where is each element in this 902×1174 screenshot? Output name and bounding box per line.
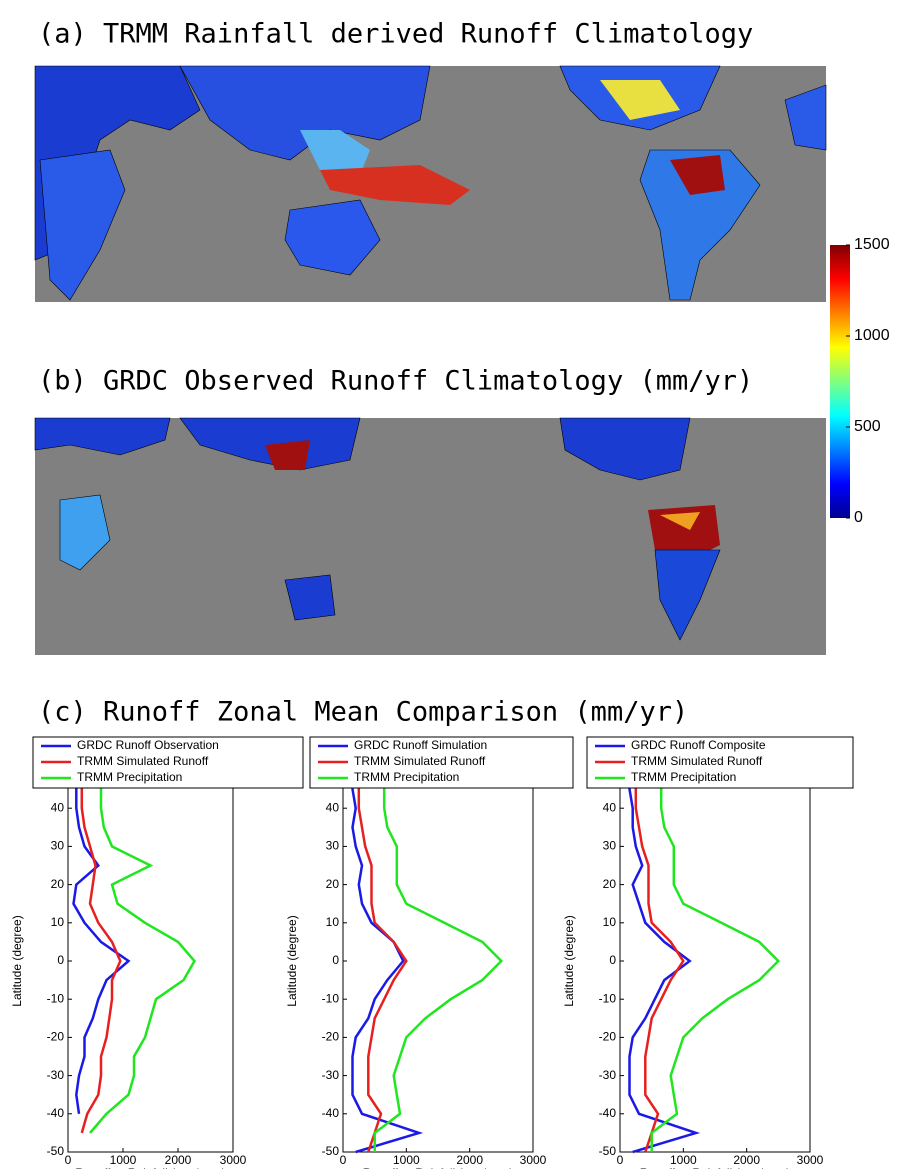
x-tick-label: 1000	[670, 1153, 697, 1167]
y-tick-label: -10	[47, 991, 65, 1005]
y-tick-label: 0	[332, 953, 339, 967]
y-tick-label: -30	[322, 1068, 340, 1082]
legend-label: TRMM Simulated Runoff	[354, 754, 486, 768]
y-tick-label: -40	[322, 1106, 340, 1120]
series-line	[634, 770, 685, 1153]
series-line	[373, 769, 504, 1152]
y-tick-label: -50	[322, 1144, 340, 1158]
y-tick-label: 30	[603, 839, 617, 853]
panel-title: (a) TRMM Rainfall derived Runoff Climato…	[38, 19, 753, 50]
legend-label: TRMM Precipitation	[77, 770, 182, 784]
y-tick-label: 10	[603, 915, 617, 929]
x-tick-label: 0	[617, 1153, 624, 1167]
series-line	[628, 770, 701, 1154]
y-tick-label: 30	[51, 839, 65, 853]
x-tick-label: 0	[340, 1153, 347, 1167]
y-tick-label: -30	[599, 1068, 617, 1082]
y-tick-label: 40	[603, 800, 617, 814]
legend-label: GRDC Runoff Simulation	[354, 738, 487, 752]
x-tick-label: 3000	[220, 1153, 247, 1167]
y-tick-label: 10	[51, 915, 65, 929]
plot-area	[67, 769, 234, 1153]
x-tick-label: 2000	[165, 1153, 192, 1167]
series-line	[72, 770, 131, 1114]
colorbar-ramp	[830, 245, 850, 518]
line-chart: -50-40-30-20-10010203040500100020003000R…	[10, 736, 304, 1174]
y-tick-label: -40	[47, 1106, 65, 1120]
legend: GRDC Runoff Observation TRMM Simulated Ru…	[32, 736, 304, 789]
colorbar-tick-label: 500	[854, 418, 881, 435]
x-tick-label: 2000	[733, 1153, 760, 1167]
legend: GRDC Runoff Simulation TRMM Simulated Run…	[309, 736, 574, 789]
y-tick-label: 20	[326, 877, 340, 891]
y-tick-label: -20	[47, 1030, 65, 1044]
y-tick-label: -30	[47, 1068, 65, 1082]
legend: GRDC Runoff Composite TRMM Simulated Runo…	[586, 736, 854, 789]
colorbar	[830, 245, 850, 518]
y-tick-label: -10	[322, 991, 340, 1005]
legend-box	[32, 736, 304, 789]
y-tick-label: 20	[603, 877, 617, 891]
legend-label: GRDC Runoff Observation	[77, 738, 219, 752]
map-b	[34, 417, 826, 655]
y-tick-label: 0	[57, 953, 64, 967]
legend-box	[586, 736, 854, 789]
y-tick-label: 0	[609, 953, 616, 967]
colorbar-tick-label: 0	[854, 509, 863, 526]
plot-area	[342, 769, 534, 1153]
y-tick-label: -20	[322, 1030, 340, 1044]
x-tick-label: 2000	[456, 1153, 483, 1167]
series-line	[89, 769, 197, 1134]
y-tick-label: -40	[599, 1106, 617, 1120]
y-tick-label: -50	[47, 1144, 65, 1158]
y-tick-label: 40	[51, 800, 65, 814]
y-axis-label: Latitude (degree)	[562, 915, 576, 1006]
map-a	[34, 65, 827, 302]
plot-area	[619, 769, 811, 1153]
y-axis-label: Latitude (degree)	[285, 915, 299, 1006]
legend-label: GRDC Runoff Composite	[631, 738, 766, 752]
y-tick-label: -20	[599, 1030, 617, 1044]
y-tick-label: 30	[326, 839, 340, 853]
line-chart: -50-40-30-20-10010203040500100020003000R…	[562, 736, 854, 1174]
line-chart: -50-40-30-20-10010203040500100020003000R…	[285, 736, 574, 1174]
panel-title: (c) Runoff Zonal Mean Comparison (mm/yr)	[38, 697, 688, 728]
y-axis-label: Latitude (degree)	[10, 915, 24, 1006]
x-tick-label: 1000	[110, 1153, 137, 1167]
colorbar-tick-label: 1500	[854, 236, 890, 253]
x-tick-label: 0	[65, 1153, 72, 1167]
y-tick-label: 10	[326, 915, 340, 929]
panel-title: (b) GRDC Observed Runoff Climatology (mm…	[38, 366, 753, 397]
y-tick-label: -50	[599, 1144, 617, 1158]
y-tick-label: 20	[51, 877, 65, 891]
y-tick-label: 40	[326, 800, 340, 814]
x-tick-label: 3000	[797, 1153, 824, 1167]
y-tick-label: -10	[599, 991, 617, 1005]
series-line	[650, 769, 781, 1152]
colorbar-tick-label: 1000	[854, 327, 890, 344]
legend-box	[309, 736, 574, 789]
legend-label: TRMM Simulated Runoff	[77, 754, 209, 768]
x-tick-label: 1000	[393, 1153, 420, 1167]
legend-label: TRMM Precipitation	[631, 770, 736, 784]
series-line	[80, 769, 122, 1134]
legend-label: TRMM Precipitation	[354, 770, 459, 784]
legend-label: TRMM Simulated Runoff	[631, 754, 763, 768]
x-tick-label: 3000	[520, 1153, 547, 1167]
series-line	[351, 770, 424, 1154]
series-line	[357, 770, 408, 1153]
